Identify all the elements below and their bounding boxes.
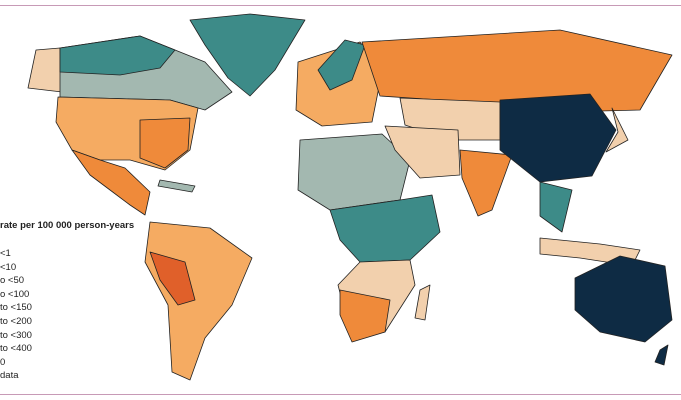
map-legend: rate per 100 000 person-years <1 <10 o <… [0,220,134,383]
top-border [0,5,681,6]
legend-item: to <150 [0,302,32,314]
caribbean [157,179,196,193]
legend-item: to <400 [0,343,32,355]
japan [605,107,629,153]
australia [574,255,673,343]
scandinavia [317,39,366,91]
legend-item: to <200 [0,315,32,327]
south-america [144,221,253,381]
bottom-border [0,394,681,395]
canada-north [59,35,176,76]
legend-item: to <300 [0,329,32,341]
legend-item: o <100 [0,288,30,300]
legend-item: o <50 [0,275,25,287]
new-zealand [654,344,669,366]
alaska [27,47,63,93]
mexico-central-america [71,149,151,216]
africa-central [329,194,441,263]
southeast-asia [539,181,573,233]
legend-title: rate per 100 000 person-years [0,220,135,231]
peru-bolivia [149,251,196,306]
usa-east [139,117,191,169]
southern-africa [339,289,391,343]
legend-item: <1 [0,248,11,259]
madagascar [414,284,431,321]
legend-item: data [0,370,19,382]
china [499,93,617,183]
greenland [189,13,306,97]
india [459,149,513,217]
legend-item: <10 [0,261,17,273]
middle-east [384,125,461,179]
legend-item: 0 [0,356,6,368]
